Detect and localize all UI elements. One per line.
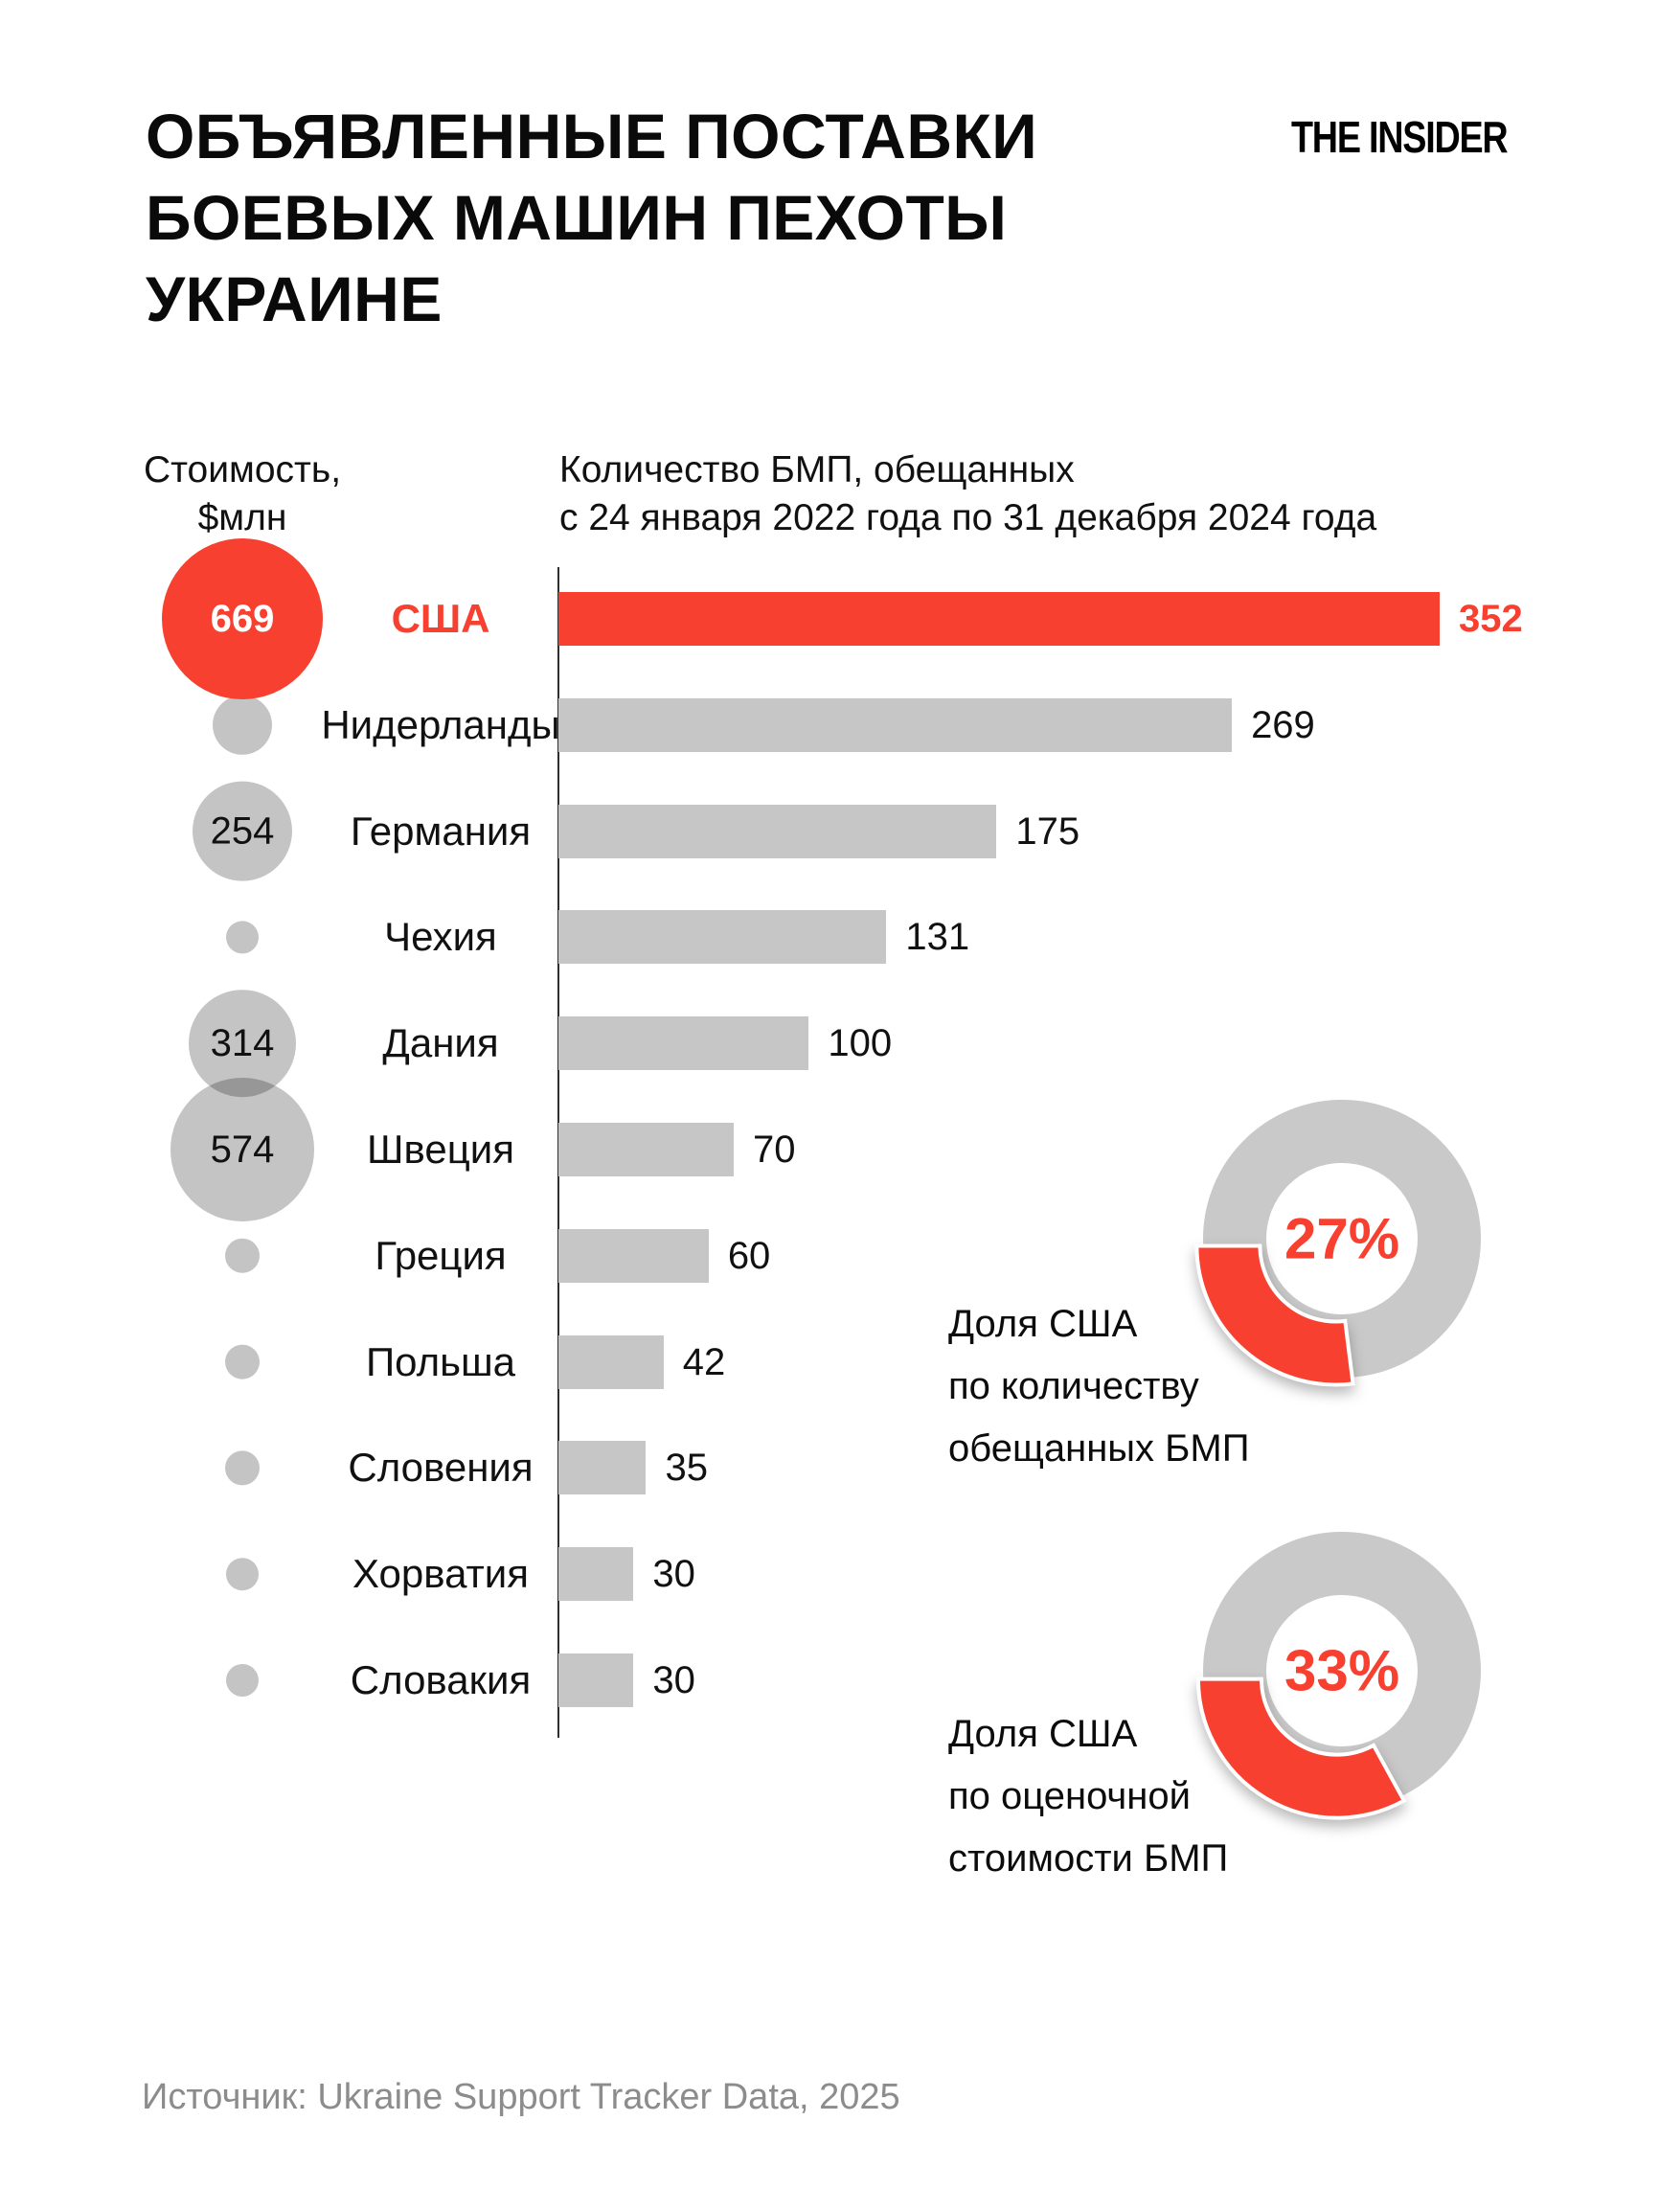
cost-bubble-value: 314: [211, 1022, 275, 1064]
cost-bubble-Чехия: [226, 921, 259, 954]
country-label-Хорватия: Хорватия: [352, 1551, 529, 1597]
qty-bar-Хорватия: [558, 1547, 634, 1602]
qty-value-Греция: 60: [727, 1234, 771, 1277]
donut-percent-label: 27%: [1284, 1207, 1399, 1271]
country-label-Польша: Польша: [365, 1338, 516, 1384]
country-label-Словакия: Словакия: [350, 1657, 532, 1702]
country-label-Нидерланды: Нидерланды: [321, 701, 560, 747]
qty-bar-Дания: [558, 1016, 809, 1071]
brand-logo: THE INSIDER: [1291, 112, 1509, 162]
qty-value-Чехия: 131: [905, 916, 970, 959]
qty-column-header: Количество БМП, обещанных с 24 января 20…: [559, 449, 1377, 538]
country-label-Словения: Словения: [348, 1445, 534, 1491]
country-label-Швеция: Швеция: [367, 1127, 514, 1172]
qty-bar-Швеция: [558, 1123, 734, 1176]
cost-bubble-Польша: [225, 1344, 260, 1380]
page-title: ОБЪЯВЛЕННЫЕ ПОСТАВКИ БОЕВЫХ МАШИН ПЕХОТЫ…: [146, 101, 1038, 334]
qty-bar-Греция: [558, 1228, 709, 1283]
qty-bar-США: [558, 592, 1440, 646]
country-label-Дания: Дания: [382, 1020, 499, 1066]
qty-bar-Чехия: [558, 910, 887, 965]
country-label-США: США: [391, 596, 490, 641]
country-label-Германия: Германия: [350, 808, 532, 854]
cost-bubbles-top: 669 254 314 574: [162, 538, 323, 1171]
qty-value-Словения: 35: [665, 1447, 708, 1490]
cost-bubble-value: 254: [211, 810, 275, 853]
cost-bubbles: [170, 695, 314, 1697]
qty-bar-Словакия: [558, 1653, 634, 1707]
qty-bar-Польша: [558, 1334, 664, 1389]
qty-value-Хорватия: 30: [652, 1553, 695, 1596]
donut-caption-qty-share: Доля США по количеству обещанных БМП: [948, 1303, 1250, 1470]
qty-value-Швеция: 70: [752, 1129, 796, 1171]
donut-caption-cost-share: Доля США по оценочной стоимости БМП: [948, 1713, 1229, 1880]
cost-bubble-Германия: [193, 781, 292, 881]
cost-bubble-Словения: [225, 1450, 260, 1486]
source-note: Источник: Ukraine Support Tracker Data, …: [142, 2077, 900, 2117]
qty-value-Германия: 175: [1015, 810, 1080, 853]
country-label-Чехия: Чехия: [384, 914, 497, 960]
cost-bubble-Дания: [189, 990, 296, 1098]
qty-value-Дания: 100: [828, 1022, 893, 1065]
cost-bubble-США: [162, 538, 323, 699]
qty-value-Нидерланды: 269: [1251, 703, 1315, 746]
cost-bubble-Словакия: [226, 1664, 259, 1697]
qty-value-США: 352: [1459, 598, 1523, 640]
qty-bar-Нидерланды: [558, 697, 1233, 752]
cost-bubble-Швеция: [170, 1078, 314, 1221]
cost-bubble-value: 574: [211, 1129, 275, 1171]
qty-value-Польша: 42: [682, 1340, 726, 1383]
cost-bubble-value: 669: [211, 598, 275, 640]
donut-percent-label: 33%: [1284, 1639, 1399, 1703]
cost-bubble-Нидерланды: [213, 695, 272, 755]
qty-bar-Германия: [558, 804, 997, 858]
qty-value-Словакия: 30: [652, 1659, 695, 1701]
cost-bubble-Хорватия: [226, 1558, 259, 1591]
qty-bar-Словения: [558, 1441, 647, 1495]
country-label-Греция: Греция: [375, 1232, 507, 1278]
cost-column-header: Стоимость, $млн: [143, 449, 342, 538]
cost-bubble-Греция: [225, 1238, 260, 1273]
